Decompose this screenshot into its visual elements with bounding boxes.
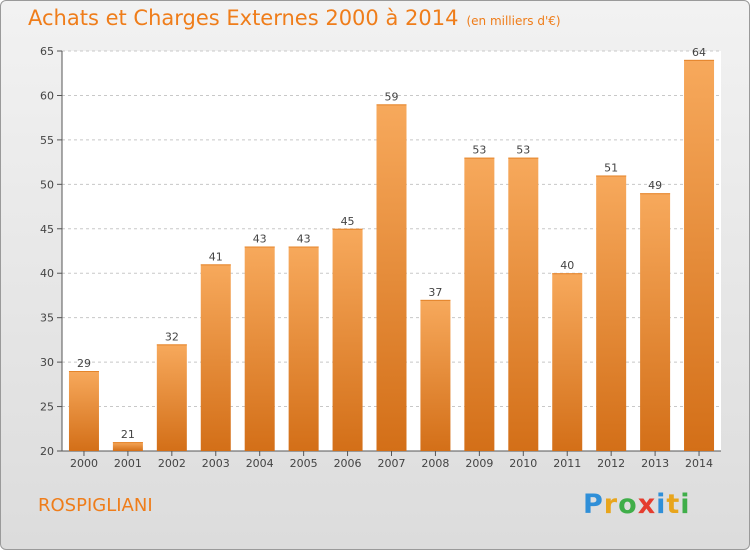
x-tick-label-2014: 2014 bbox=[685, 457, 713, 470]
x-tick-label-2006: 2006 bbox=[334, 457, 362, 470]
data-label-2002: 32 bbox=[165, 330, 179, 343]
bar-2008 bbox=[420, 299, 451, 451]
bar-2013 bbox=[640, 193, 671, 451]
data-label-2010: 53 bbox=[516, 144, 530, 157]
data-label-2007: 59 bbox=[385, 90, 399, 103]
data-label-2004: 43 bbox=[253, 233, 267, 246]
logo-letter: r bbox=[603, 489, 619, 520]
x-tick-label-2009: 2009 bbox=[465, 457, 493, 470]
y-tick-label: 60 bbox=[40, 89, 54, 102]
y-tick-label: 40 bbox=[40, 267, 54, 280]
data-label-2001: 21 bbox=[121, 428, 135, 441]
x-tick-label-2007: 2007 bbox=[378, 457, 406, 470]
data-label-2009: 53 bbox=[472, 144, 486, 157]
logo-letter: P bbox=[583, 489, 604, 520]
y-tick-label: 35 bbox=[40, 312, 54, 325]
bar-2011 bbox=[552, 273, 583, 451]
logo-letter: x bbox=[637, 489, 657, 520]
data-label-2003: 41 bbox=[209, 250, 223, 263]
bar-2003 bbox=[200, 264, 231, 451]
x-tick-label-2010: 2010 bbox=[509, 457, 537, 470]
bar-2002 bbox=[156, 344, 187, 451]
data-label-2005: 43 bbox=[297, 233, 311, 246]
x-tick-label-2001: 2001 bbox=[114, 457, 142, 470]
data-label-2006: 45 bbox=[341, 215, 355, 228]
proxiti-logo: Proxiti bbox=[583, 489, 691, 520]
commune-name: ROSPIGLIANI bbox=[38, 495, 153, 516]
x-tick-label-2004: 2004 bbox=[246, 457, 274, 470]
y-tick-label: 50 bbox=[40, 178, 54, 191]
x-tick-label-2013: 2013 bbox=[641, 457, 669, 470]
y-tick-label: 65 bbox=[40, 45, 54, 58]
bar-2014 bbox=[684, 59, 715, 452]
y-tick-label: 45 bbox=[40, 223, 54, 236]
chart-title: Achats et Charges Externes 2000 à 2014 (e… bbox=[28, 6, 561, 30]
data-label-2014: 64 bbox=[692, 46, 706, 59]
logo-letter: o bbox=[618, 489, 638, 520]
y-tick-label: 25 bbox=[40, 401, 54, 414]
data-label-2000: 29 bbox=[77, 357, 91, 370]
bar-2001 bbox=[112, 442, 143, 451]
logo-letter: i bbox=[656, 489, 667, 520]
x-tick-label-2005: 2005 bbox=[290, 457, 318, 470]
x-tick-label-2012: 2012 bbox=[597, 457, 625, 470]
y-tick-label: 30 bbox=[40, 356, 54, 369]
bar-2009 bbox=[464, 157, 495, 451]
bar-2005 bbox=[288, 246, 319, 451]
bar-2007 bbox=[376, 104, 407, 451]
data-label-2013: 49 bbox=[648, 179, 662, 192]
bar-2010 bbox=[508, 157, 539, 451]
chart-title-text: Achats et Charges Externes 2000 à 2014 bbox=[28, 6, 459, 30]
x-tick-label-2000: 2000 bbox=[70, 457, 98, 470]
data-label-2008: 37 bbox=[428, 286, 442, 299]
chart-subtitle: (en milliers d'€) bbox=[466, 14, 561, 28]
y-tick-label: 20 bbox=[40, 445, 54, 458]
y-tick-label: 55 bbox=[40, 134, 54, 147]
bar-2006 bbox=[332, 228, 363, 451]
x-tick-label-2011: 2011 bbox=[553, 457, 581, 470]
logo-letter: t bbox=[666, 489, 681, 520]
data-label-2012: 51 bbox=[604, 161, 618, 174]
logo-letter: i bbox=[680, 489, 691, 520]
x-tick-label-2002: 2002 bbox=[158, 457, 186, 470]
x-tick-label-2008: 2008 bbox=[421, 457, 449, 470]
bar-2012 bbox=[596, 175, 627, 451]
x-tick-label-2003: 2003 bbox=[202, 457, 230, 470]
bar-2000 bbox=[68, 371, 99, 451]
bar-2004 bbox=[244, 246, 275, 451]
data-label-2011: 40 bbox=[560, 259, 574, 272]
